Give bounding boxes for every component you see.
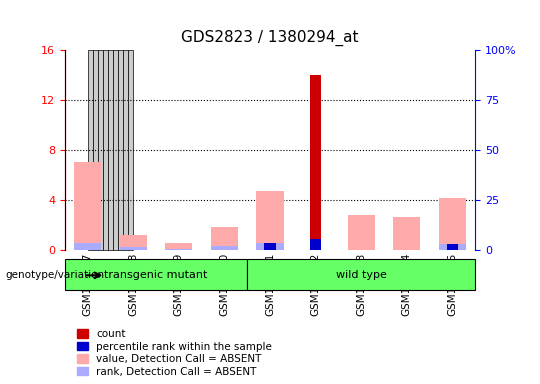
Text: genotype/variation: genotype/variation: [5, 270, 105, 280]
Bar: [165, 243, 192, 250]
Bar: [108, 50, 113, 250]
Bar: [118, 50, 123, 250]
Text: transgenic mutant: transgenic mutant: [104, 270, 208, 280]
Bar: [438, 199, 466, 250]
Bar: [103, 50, 108, 250]
Bar: [247, 259, 475, 290]
Bar: [447, 243, 458, 250]
Bar: [93, 50, 98, 250]
Title: GDS2823 / 1380294_at: GDS2823 / 1380294_at: [181, 30, 359, 46]
Bar: [128, 50, 133, 250]
Bar: [256, 243, 284, 250]
Bar: [310, 75, 321, 250]
Bar: [113, 50, 118, 250]
Bar: [98, 50, 103, 250]
Bar: [211, 247, 238, 250]
Bar: [256, 191, 284, 250]
Bar: [438, 243, 466, 250]
Bar: [87, 50, 93, 250]
Bar: [119, 235, 147, 250]
Bar: [119, 247, 147, 250]
Bar: [310, 239, 321, 250]
Text: wild type: wild type: [336, 270, 387, 280]
Bar: [211, 227, 238, 250]
Bar: [74, 243, 102, 250]
Bar: [123, 50, 128, 250]
Bar: [165, 248, 192, 250]
Bar: [393, 217, 421, 250]
Legend: count, percentile rank within the sample, value, Detection Call = ABSENT, rank, : count, percentile rank within the sample…: [76, 327, 274, 379]
Bar: [348, 215, 375, 250]
Bar: [264, 243, 276, 250]
Bar: [65, 259, 247, 290]
Bar: [74, 162, 102, 250]
